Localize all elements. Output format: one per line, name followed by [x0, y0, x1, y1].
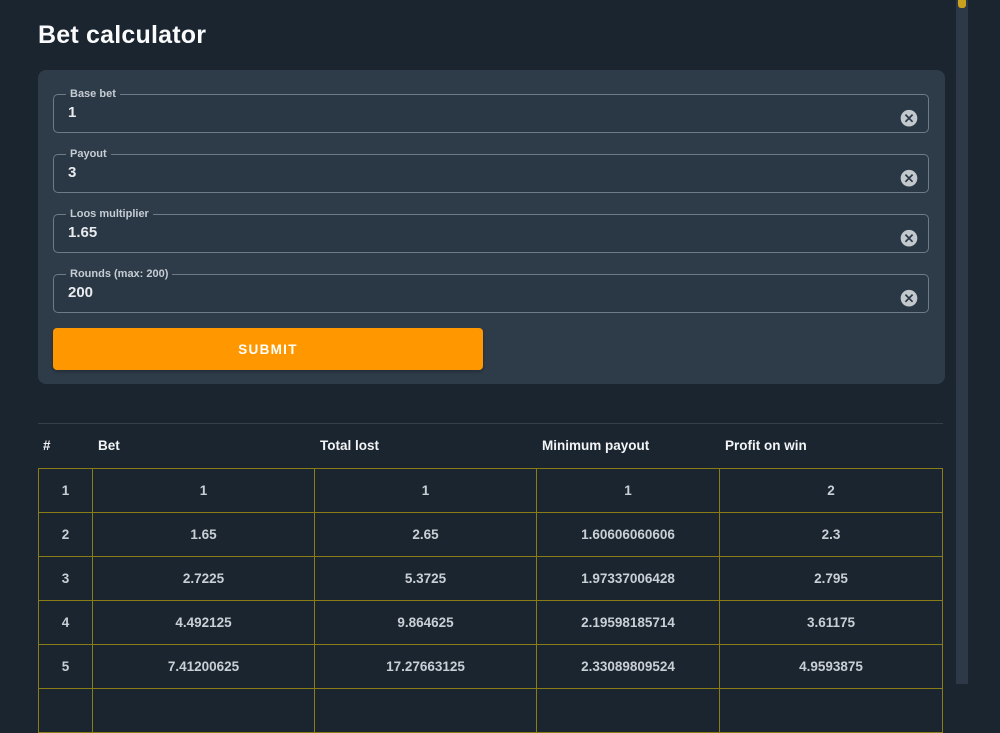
page-title: Bet calculator [38, 21, 207, 49]
column-header-minimum-payout: Minimum payout [542, 438, 650, 453]
total-lost-cell: 1 [315, 469, 537, 512]
row-number-cell [39, 689, 93, 732]
scrollbar-track[interactable] [956, 0, 968, 684]
table-row: 4 4.492125 9.864625 2.19598185714 3.6117… [39, 601, 942, 645]
profit-on-win-cell [720, 689, 942, 732]
total-lost-cell: 9.864625 [315, 601, 537, 644]
loss-multiplier-input[interactable] [65, 222, 888, 243]
cancel-icon [900, 229, 918, 247]
clear-icon[interactable] [899, 288, 919, 308]
bet-cell [93, 689, 315, 732]
column-header-number: # [43, 438, 51, 453]
minimum-payout-cell: 1.97337006428 [537, 557, 720, 600]
bet-cell: 1 [93, 469, 315, 512]
rounds-input[interactable] [65, 282, 888, 303]
total-lost-cell [315, 689, 537, 732]
table-body: 1 1 1 1 2 2 1.65 2.65 1.60606060606 2.3 … [38, 468, 943, 733]
clear-icon[interactable] [899, 108, 919, 128]
profit-on-win-cell: 3.61175 [806, 615, 856, 630]
row-number-cell: 5 [39, 645, 93, 688]
minimum-payout-cell: 2.19598185714 [537, 601, 720, 644]
results-table: # Bet Total lost Minimum payout Profit o… [38, 423, 943, 733]
cancel-icon [900, 289, 918, 307]
minimum-payout-cell: 2.33089809524 [537, 645, 720, 688]
profit-on-win-cell: 2 [827, 483, 835, 498]
base-bet-field: Base bet [53, 88, 929, 133]
page: Bet calculator Base bet Payout Loos mult… [38, 0, 945, 733]
total-lost-cell: 17.27663125 [315, 645, 537, 688]
row-number-cell: 1 [39, 469, 93, 512]
submit-button[interactable]: SUBMIT [53, 328, 483, 370]
bet-cell: 1.65 [93, 513, 315, 556]
profit-on-win-cell: 2.3 [821, 527, 841, 542]
profit-on-win-cell: 4.9593875 [799, 659, 863, 674]
row-number-cell: 4 [39, 601, 93, 644]
clear-icon[interactable] [899, 228, 919, 248]
minimum-payout-cell [537, 689, 720, 732]
table-row-partial [39, 689, 942, 732]
cancel-icon [900, 169, 918, 187]
calculator-form-card: Base bet Payout Loos multiplier [38, 70, 945, 384]
clear-icon[interactable] [899, 168, 919, 188]
loss-multiplier-field: Loos multiplier [53, 208, 929, 253]
column-header-bet: Bet [98, 438, 120, 453]
cancel-icon [900, 109, 918, 127]
table-row: 1 1 1 1 2 [39, 469, 942, 513]
payout-field: Payout [53, 148, 929, 193]
total-lost-cell: 5.3725 [315, 557, 537, 600]
bet-cell: 7.41200625 [93, 645, 315, 688]
minimum-payout-cell: 1.60606060606 [537, 513, 720, 556]
table-row: 2 1.65 2.65 1.60606060606 2.3 [39, 513, 942, 557]
minimum-payout-cell: 1 [537, 469, 720, 512]
scrollbar-thumb[interactable] [958, 0, 966, 8]
base-bet-label: Base bet [70, 88, 116, 100]
total-lost-cell: 2.65 [315, 513, 537, 556]
column-header-total-lost: Total lost [320, 438, 379, 453]
profit-on-win-cell: 2.795 [814, 571, 848, 586]
base-bet-input[interactable] [65, 102, 888, 123]
row-number-cell: 2 [39, 513, 93, 556]
table-header-row: # Bet Total lost Minimum payout Profit o… [38, 424, 943, 468]
table-row: 3 2.7225 5.3725 1.97337006428 2.795 [39, 557, 942, 601]
payout-label: Payout [70, 148, 107, 160]
table-row: 5 7.41200625 17.27663125 2.33089809524 4… [39, 645, 942, 689]
bet-cell: 4.492125 [93, 601, 315, 644]
rounds-label: Rounds (max: 200) [70, 268, 169, 280]
payout-input[interactable] [65, 162, 888, 183]
bet-cell: 2.7225 [93, 557, 315, 600]
rounds-field: Rounds (max: 200) [53, 268, 929, 313]
row-number-cell: 3 [39, 557, 93, 600]
loss-multiplier-label: Loos multiplier [70, 208, 149, 220]
column-header-profit-on-win: Profit on win [725, 438, 807, 453]
